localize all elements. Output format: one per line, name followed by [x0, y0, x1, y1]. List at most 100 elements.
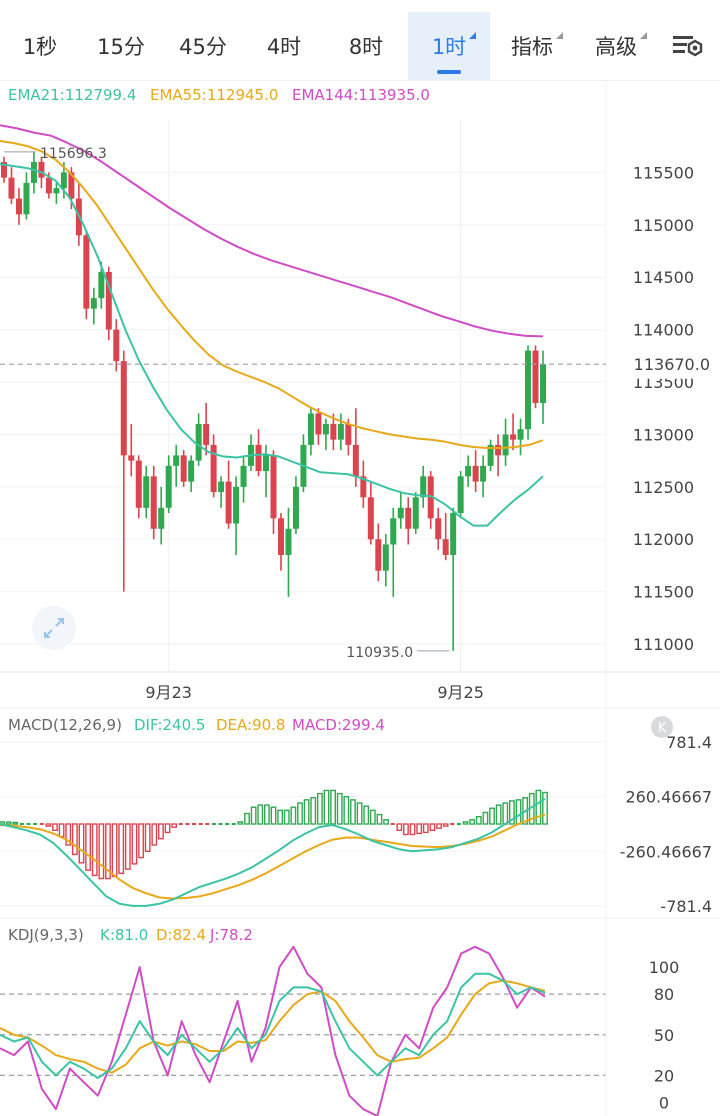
- macd-histogram-bar: [422, 823, 429, 834]
- macd-histogram-bar: [12, 821, 19, 825]
- macd-histogram-bar: [515, 799, 522, 825]
- macd-histogram-bar: [323, 789, 330, 825]
- macd-histogram-bar: [45, 823, 52, 827]
- macd-histogram-bar: [118, 823, 125, 875]
- tab-label: 45分: [179, 35, 227, 59]
- kdj-tick-label: 0: [659, 1093, 669, 1112]
- time-tick-label: 9月25: [437, 683, 484, 702]
- candle-body: [465, 465, 472, 477]
- candle-body: [128, 455, 135, 461]
- grid-lines: [0, 120, 606, 1076]
- candle-body: [45, 177, 52, 194]
- tab-1s[interactable]: 1秒: [0, 12, 80, 80]
- macd-histogram-bar: [535, 789, 542, 825]
- tab-1h[interactable]: 1时: [408, 12, 490, 80]
- dif-legend: DIF:240.5: [134, 716, 205, 734]
- dropdown-caret-icon: [640, 32, 647, 39]
- macd-histogram-bar: [495, 804, 502, 825]
- candle-body: [38, 161, 45, 178]
- macd-histogram-bar: [316, 792, 323, 825]
- macd-histogram-bar: [502, 802, 509, 825]
- ema55-line: [0, 140, 544, 449]
- candle-body: [412, 497, 419, 529]
- candle-body: [285, 528, 292, 555]
- time-axis: 9月23 9月25: [145, 683, 484, 702]
- macd-histogram-bar: [277, 809, 284, 825]
- candle-body: [263, 455, 270, 472]
- macd-histogram-bar: [350, 799, 356, 825]
- macd-histogram-bar: [363, 805, 370, 825]
- tab-label: 1秒: [22, 35, 58, 59]
- macd-histogram-bar: [65, 823, 72, 846]
- macd-histogram-bar: [39, 823, 44, 825]
- chart-settings-button[interactable]: [660, 12, 716, 80]
- macd-histogram-bar: [164, 823, 171, 834]
- macd-histogram-bar: [462, 821, 469, 825]
- candle-body: [23, 182, 30, 215]
- macd-histogram-bar: [376, 813, 383, 825]
- macd-histogram-bar: [124, 823, 131, 870]
- candle-body: [382, 544, 389, 571]
- high-price-label: 115696.3: [40, 146, 107, 162]
- macd-histogram-bar: [383, 819, 389, 825]
- macd-tick-label: 260.46667: [625, 788, 712, 807]
- macd-histogram-bar: [91, 823, 98, 877]
- candle-body: [8, 177, 15, 199]
- macd-histogram-bar: [330, 789, 336, 825]
- macd-histogram-bar: [151, 823, 158, 846]
- candle-body: [277, 518, 284, 555]
- candle-body: [525, 350, 532, 430]
- tab-45m[interactable]: 45分: [162, 12, 244, 80]
- macd-histogram-bar: [409, 823, 416, 836]
- candle-body: [532, 350, 539, 403]
- candle-body: [390, 518, 397, 545]
- expand-chart-button[interactable]: [32, 606, 76, 650]
- macd-histogram-bar: [33, 823, 38, 825]
- macd-histogram-bar: [450, 823, 455, 825]
- candle-body: [15, 198, 22, 215]
- candle-body: [480, 465, 487, 482]
- pane-close-icon: K: [658, 721, 667, 736]
- tab-label: 4时: [266, 35, 302, 59]
- macd-histogram-bar: [218, 823, 223, 825]
- price-axis: 1155001150001145001140001135001130001125…: [633, 163, 694, 654]
- macd-title: MACD(12,26,9): [8, 716, 122, 734]
- candle-body: [292, 486, 299, 529]
- macd-histogram-bar: [98, 823, 105, 880]
- candle-body: [495, 444, 502, 456]
- macd-histogram-bar: [303, 799, 310, 825]
- macd-histogram-bar: [237, 821, 244, 825]
- tab-indicators[interactable]: 指标: [490, 12, 574, 80]
- macd-histogram-bar: [26, 823, 31, 825]
- time-tick-label: 9月23: [145, 683, 192, 702]
- macd-histogram-bar: [192, 823, 197, 825]
- macd-histogram-bar: [310, 797, 317, 825]
- candle-body: [330, 423, 337, 440]
- candle-body: [188, 460, 195, 482]
- candle-body: [203, 423, 210, 445]
- pane-close-button[interactable]: K: [651, 716, 673, 738]
- macd-histogram-bar: [336, 792, 343, 825]
- macd-histogram-bar: [211, 823, 216, 825]
- macd-histogram-bar: [185, 823, 190, 825]
- candle-body: [487, 444, 494, 466]
- candle-body: [218, 481, 225, 493]
- tab-15m[interactable]: 15分: [80, 12, 162, 80]
- candle-body: [397, 507, 404, 519]
- candle-body: [1, 161, 7, 178]
- candle-body: [352, 444, 359, 477]
- candle-body: [60, 172, 67, 189]
- candle-body: [307, 413, 314, 445]
- candle-body: [502, 434, 509, 456]
- tab-advanced[interactable]: 高级: [574, 12, 658, 80]
- dea-line: [0, 813, 546, 900]
- tab-4h[interactable]: 4时: [244, 12, 324, 80]
- macd-histogram-bar: [171, 823, 178, 828]
- macd-histogram-bar: [403, 823, 409, 836]
- tab-8h[interactable]: 8时: [324, 12, 408, 80]
- ema144-line: [0, 124, 544, 338]
- candle-body: [195, 423, 202, 461]
- macd-histogram-bar: [456, 823, 461, 825]
- kdj-tick-label: 80: [654, 985, 674, 1004]
